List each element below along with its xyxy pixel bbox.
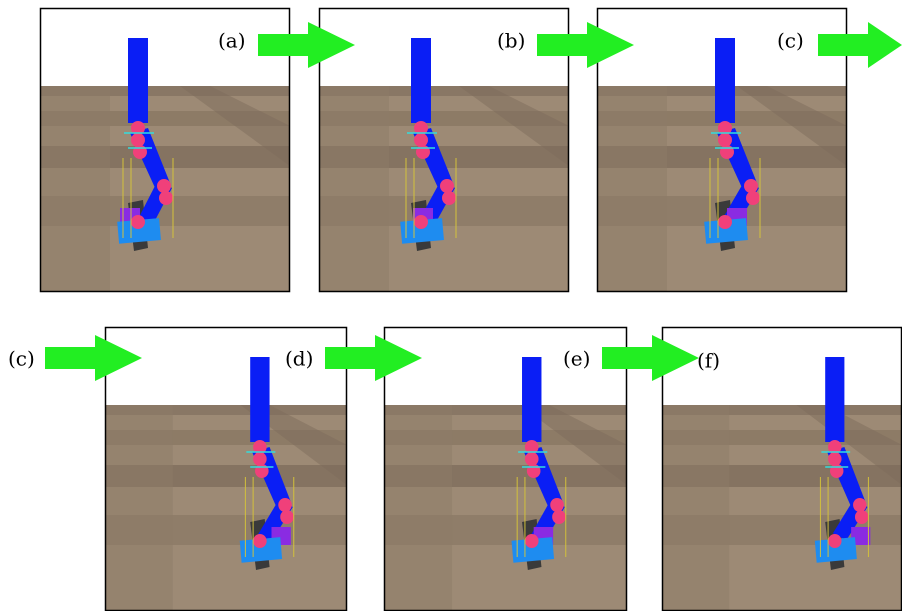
scene bbox=[597, 8, 847, 292]
frame-label: (c) bbox=[8, 347, 35, 371]
joint bbox=[718, 215, 732, 229]
frame-label: (a) bbox=[218, 29, 246, 53]
upper-body bbox=[825, 357, 844, 442]
upper-body bbox=[522, 357, 541, 442]
panels bbox=[40, 8, 902, 611]
joint bbox=[253, 452, 267, 466]
joint bbox=[525, 534, 539, 548]
floor-tile bbox=[662, 405, 729, 611]
joint bbox=[133, 145, 147, 159]
scene bbox=[384, 327, 627, 611]
joint bbox=[280, 510, 294, 524]
joint bbox=[253, 534, 267, 548]
upper-body bbox=[250, 357, 269, 442]
joint bbox=[744, 179, 758, 193]
joint bbox=[414, 215, 428, 229]
joint bbox=[442, 191, 456, 205]
sky bbox=[40, 8, 290, 86]
joint bbox=[131, 215, 145, 229]
sim-frame bbox=[319, 8, 569, 292]
joint bbox=[414, 133, 428, 147]
sim-frame bbox=[40, 8, 290, 292]
upper-body bbox=[715, 38, 735, 123]
sim-frame bbox=[384, 327, 627, 611]
figure: (a) (b) (c) (c) (d) (e) (f) bbox=[0, 0, 902, 611]
sky bbox=[319, 8, 569, 86]
floor-tile bbox=[105, 405, 173, 611]
scene bbox=[40, 8, 290, 292]
joint bbox=[550, 498, 564, 512]
joint bbox=[157, 179, 171, 193]
floor-tile bbox=[40, 86, 110, 292]
joint bbox=[131, 133, 145, 147]
floor-tile bbox=[384, 405, 452, 611]
joint bbox=[440, 179, 454, 193]
frame-label: (c) bbox=[777, 29, 804, 53]
joint bbox=[853, 498, 866, 512]
upper-body bbox=[411, 38, 431, 123]
joint bbox=[255, 464, 269, 478]
floor-tile bbox=[319, 86, 389, 292]
joint bbox=[525, 452, 539, 466]
joint bbox=[830, 464, 843, 478]
joint bbox=[416, 145, 430, 159]
sim-frame bbox=[597, 8, 847, 292]
joint bbox=[159, 191, 173, 205]
floor-tile bbox=[597, 86, 667, 292]
upper-body bbox=[128, 38, 148, 123]
scene bbox=[319, 8, 569, 292]
sky bbox=[384, 327, 627, 405]
joint bbox=[527, 464, 541, 478]
frame-label: (f) bbox=[697, 349, 720, 373]
joint bbox=[828, 452, 841, 466]
frame-label: (b) bbox=[497, 29, 525, 53]
joint bbox=[278, 498, 292, 512]
joint bbox=[746, 191, 760, 205]
joint bbox=[855, 510, 868, 524]
joint bbox=[552, 510, 566, 524]
joint bbox=[720, 145, 734, 159]
frame-label: (e) bbox=[563, 347, 590, 371]
frame-label: (d) bbox=[285, 347, 313, 371]
joint bbox=[828, 534, 841, 548]
joint bbox=[718, 133, 732, 147]
